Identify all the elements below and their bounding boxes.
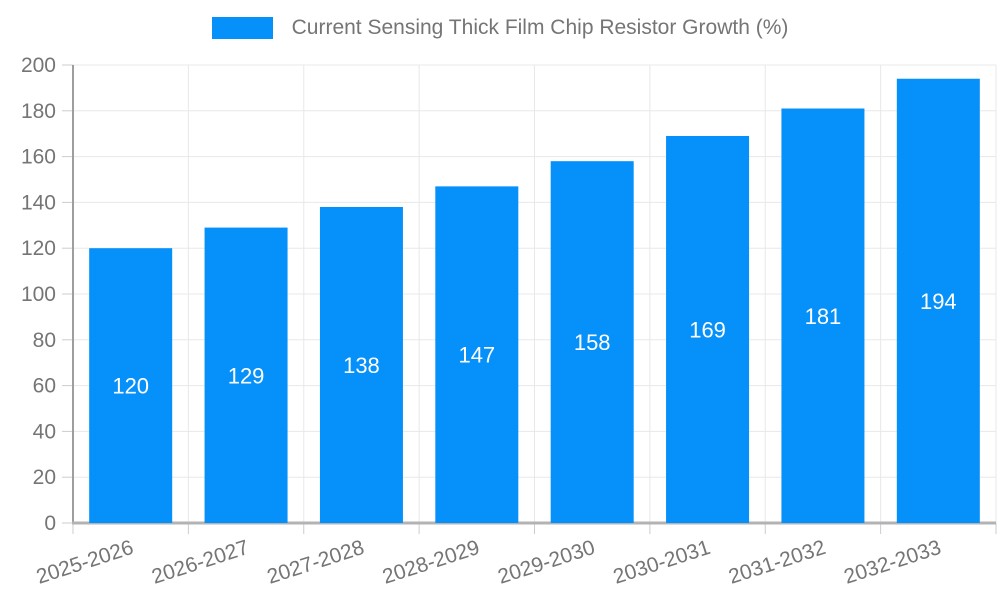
bar <box>204 227 288 523</box>
y-tick-label: 100 <box>21 283 56 306</box>
x-tick-label: 2032-2033 <box>841 536 944 589</box>
x-tick-label: 2025-2026 <box>34 536 137 589</box>
x-tick-label: 2031-2032 <box>726 536 829 589</box>
y-tick-label: 0 <box>44 512 56 535</box>
y-tick-label: 120 <box>21 237 56 260</box>
chart-legend: Current Sensing Thick Film Chip Resistor… <box>0 16 1000 40</box>
bar-value-label: 158 <box>574 330 611 355</box>
bar-value-label: 194 <box>920 289 957 314</box>
legend-swatch <box>211 17 273 39</box>
x-tick-label: 2028-2029 <box>380 536 483 589</box>
y-tick-label: 180 <box>21 100 56 123</box>
bar-value-label: 147 <box>458 343 495 368</box>
legend-label: Current Sensing Thick Film Chip Resistor… <box>291 16 789 39</box>
bar <box>89 248 173 523</box>
bar-value-label: 129 <box>228 363 265 388</box>
x-tick-label: 2027-2028 <box>264 536 367 589</box>
bar <box>435 186 519 523</box>
y-tick-label: 20 <box>33 466 56 489</box>
bar <box>666 135 750 524</box>
bar <box>896 78 980 524</box>
bar-value-label: 181 <box>805 304 842 329</box>
y-tick-label: 160 <box>21 146 56 169</box>
bar <box>319 206 403 524</box>
bar-value-label: 169 <box>689 317 726 342</box>
y-tick-label: 60 <box>33 375 56 398</box>
bar-value-label: 138 <box>343 353 380 378</box>
x-tick-label: 2030-2031 <box>610 536 713 589</box>
y-tick-label: 80 <box>33 329 56 352</box>
y-tick-label: 200 <box>21 54 56 77</box>
x-tick-label: 2029-2030 <box>495 536 598 589</box>
x-tick-label: 2026-2027 <box>149 536 252 589</box>
bar <box>550 161 634 523</box>
bar-value-label: 120 <box>112 374 149 399</box>
bar <box>781 108 865 523</box>
y-tick-label: 140 <box>21 191 56 214</box>
y-tick-label: 40 <box>33 420 56 443</box>
